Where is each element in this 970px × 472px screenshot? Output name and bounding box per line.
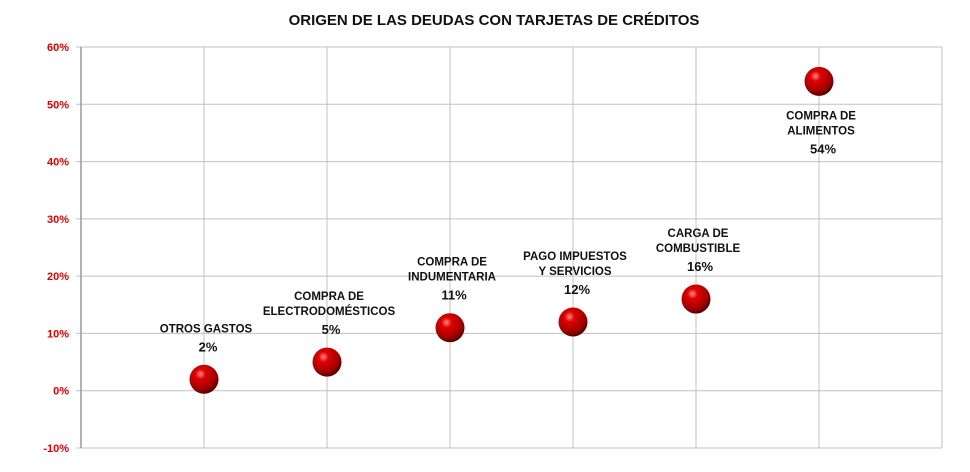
data-value-label: 16% — [687, 259, 713, 274]
y-tick-label: 20% — [47, 271, 69, 283]
data-point-label: COMPRA DE — [786, 110, 856, 122]
data-point-label: OTROS GASTOS — [160, 323, 253, 335]
data-points: OTROS GASTOS 2% COMPRA DE ELECTRODOMÉSTICOS… — [160, 66, 856, 394]
data-point-label: ELECTRODOMÉSTICOS — [263, 305, 396, 318]
y-tick-label: 30% — [47, 214, 69, 226]
y-axis: -10% 0% 10% 20% 30% 40% 50% 60% — [43, 42, 69, 455]
data-point-label: ALIMENTOS — [787, 125, 855, 137]
data-value-label: 12% — [564, 282, 590, 297]
y-tick-label: 0% — [53, 386, 69, 398]
data-value-label: 54% — [810, 141, 836, 156]
data-point-label: PAGO IMPUESTOS — [523, 251, 627, 263]
data-value-label: 5% — [322, 322, 341, 337]
data-point-label: COMBUSTIBLE — [656, 243, 741, 255]
y-tick-label: 10% — [47, 328, 69, 340]
y-tick-label: 40% — [47, 157, 69, 169]
data-point — [435, 313, 465, 343]
y-tick-label: -10% — [43, 443, 69, 455]
data-point — [804, 66, 834, 96]
data-value-label: 2% — [199, 339, 218, 354]
data-point-label: INDUMENTARIA — [408, 272, 496, 284]
data-point-label: COMPRA DE — [417, 257, 487, 269]
y-tick-label: 50% — [47, 99, 69, 111]
data-point-label: Y SERVICIOS — [538, 266, 611, 278]
y-tick-label: 60% — [47, 42, 69, 54]
data-point — [312, 347, 342, 377]
data-value-label: 11% — [441, 288, 467, 303]
grid — [76, 46, 943, 449]
data-point — [558, 307, 588, 337]
data-point-label: CARGA DE — [668, 228, 729, 240]
data-point — [681, 284, 711, 314]
data-point — [189, 364, 219, 394]
data-point-label: COMPRA DE — [294, 291, 364, 303]
chart-title: ORIGEN DE LAS DEUDAS CON TARJETAS DE CRÉ… — [289, 12, 700, 29]
